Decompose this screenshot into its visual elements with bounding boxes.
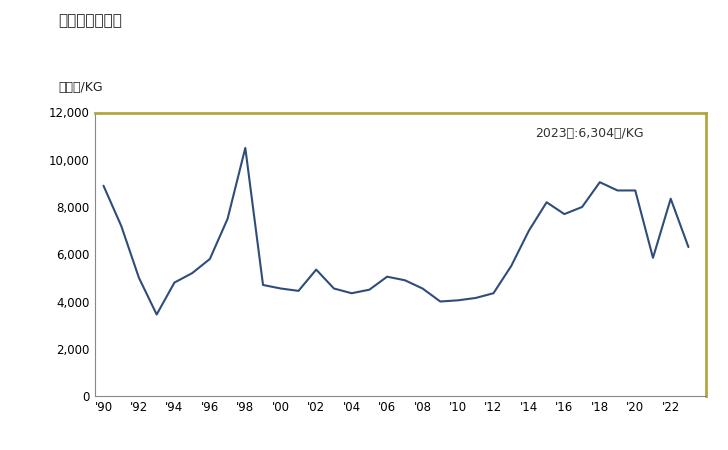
Text: 単位円/KG: 単位円/KG [58, 81, 103, 94]
Text: 輸入価格の推移: 輸入価格の推移 [58, 14, 122, 28]
Text: 2023年:6,304円/KG: 2023年:6,304円/KG [535, 127, 644, 140]
